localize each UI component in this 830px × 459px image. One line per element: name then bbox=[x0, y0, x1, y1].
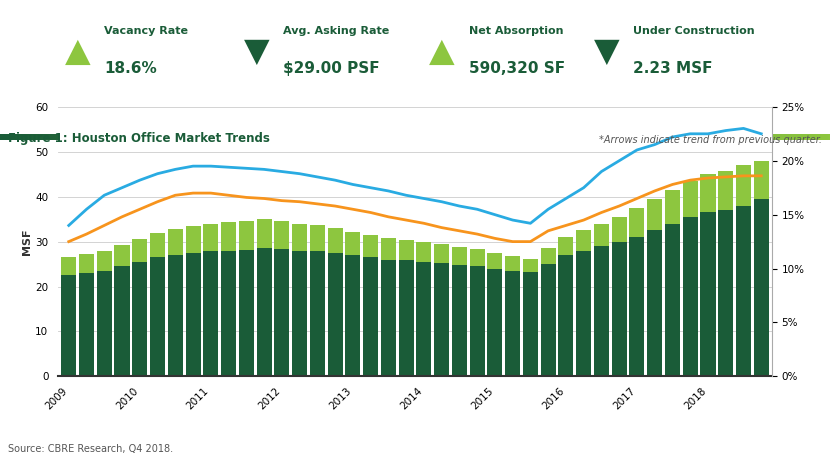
Bar bbox=[274, 249, 290, 376]
Text: Under Construction: Under Construction bbox=[632, 26, 754, 36]
Bar bbox=[523, 272, 538, 376]
Bar bbox=[221, 251, 236, 376]
Bar bbox=[363, 235, 378, 257]
Bar bbox=[168, 255, 183, 376]
Bar bbox=[345, 232, 360, 255]
Bar bbox=[540, 248, 556, 264]
Bar bbox=[363, 257, 378, 376]
Bar bbox=[487, 269, 502, 376]
Bar bbox=[381, 260, 396, 376]
Bar bbox=[470, 249, 485, 266]
Bar bbox=[470, 266, 485, 376]
Bar bbox=[754, 161, 769, 199]
Text: ▲: ▲ bbox=[429, 35, 455, 68]
Bar bbox=[221, 222, 236, 251]
Bar bbox=[203, 224, 218, 252]
Text: $29.00 PSF: $29.00 PSF bbox=[283, 61, 379, 76]
Bar bbox=[292, 251, 307, 376]
Bar bbox=[150, 233, 165, 257]
Bar bbox=[417, 262, 432, 376]
Text: Avg. Asking Rate: Avg. Asking Rate bbox=[283, 26, 389, 36]
Bar bbox=[594, 246, 609, 376]
Bar bbox=[487, 253, 502, 269]
Bar bbox=[398, 240, 413, 260]
Bar bbox=[629, 208, 645, 237]
Bar bbox=[540, 264, 556, 376]
Bar bbox=[559, 237, 574, 255]
Bar bbox=[594, 224, 609, 246]
Bar bbox=[256, 248, 271, 376]
Text: 18.6%: 18.6% bbox=[105, 61, 157, 76]
Bar bbox=[61, 275, 76, 376]
Bar bbox=[97, 271, 112, 376]
Bar bbox=[97, 251, 112, 271]
Bar bbox=[79, 254, 94, 273]
Bar bbox=[576, 230, 591, 251]
Bar bbox=[665, 190, 680, 224]
Bar bbox=[452, 265, 467, 376]
Bar bbox=[381, 238, 396, 260]
Bar bbox=[612, 217, 627, 241]
Bar bbox=[185, 253, 201, 376]
Bar bbox=[523, 259, 538, 272]
Bar bbox=[239, 221, 254, 250]
Text: ▼: ▼ bbox=[244, 35, 269, 68]
Bar bbox=[736, 165, 751, 206]
Bar bbox=[683, 217, 698, 376]
Bar bbox=[754, 199, 769, 376]
Bar bbox=[718, 171, 733, 210]
Bar bbox=[576, 251, 591, 376]
Bar bbox=[115, 266, 129, 376]
Bar bbox=[79, 273, 94, 376]
Text: 590,320 SF: 590,320 SF bbox=[469, 61, 564, 76]
Bar bbox=[434, 263, 449, 376]
Bar bbox=[683, 181, 698, 217]
Text: 2.23 MSF: 2.23 MSF bbox=[632, 61, 712, 76]
Text: ▲: ▲ bbox=[66, 35, 90, 68]
Y-axis label: MSF: MSF bbox=[22, 229, 32, 255]
Bar bbox=[398, 260, 413, 376]
Text: Vacancy Rate: Vacancy Rate bbox=[105, 26, 188, 36]
Text: Source: CBRE Research, Q4 2018.: Source: CBRE Research, Q4 2018. bbox=[8, 444, 173, 454]
Text: *Arrows indicate trend from previous quarter.: *Arrows indicate trend from previous qua… bbox=[598, 134, 822, 145]
Text: Figure 1: Houston Office Market Trends: Figure 1: Houston Office Market Trends bbox=[8, 132, 271, 145]
Bar bbox=[132, 239, 148, 262]
Bar bbox=[701, 174, 715, 213]
Bar bbox=[115, 245, 129, 266]
Bar bbox=[168, 229, 183, 255]
Bar bbox=[328, 228, 343, 253]
Bar bbox=[256, 219, 271, 248]
Bar bbox=[701, 213, 715, 376]
Bar bbox=[203, 252, 218, 376]
Bar bbox=[292, 224, 307, 251]
Bar bbox=[239, 250, 254, 376]
Bar bbox=[665, 224, 680, 376]
Bar bbox=[452, 247, 467, 265]
Bar bbox=[274, 221, 290, 249]
Bar bbox=[647, 230, 662, 376]
Bar bbox=[434, 244, 449, 263]
Bar bbox=[185, 226, 201, 253]
Text: ▼: ▼ bbox=[593, 35, 619, 68]
Bar bbox=[345, 255, 360, 376]
Bar bbox=[736, 206, 751, 376]
Bar bbox=[612, 241, 627, 376]
Bar bbox=[718, 210, 733, 376]
Bar bbox=[310, 225, 325, 252]
Bar bbox=[310, 252, 325, 376]
Bar bbox=[559, 255, 574, 376]
Bar bbox=[505, 271, 520, 376]
Bar bbox=[328, 253, 343, 376]
Bar bbox=[629, 237, 645, 376]
Bar bbox=[505, 257, 520, 271]
Bar bbox=[132, 262, 148, 376]
Bar bbox=[647, 199, 662, 230]
Bar bbox=[61, 257, 76, 275]
Bar bbox=[417, 242, 432, 262]
Bar bbox=[150, 257, 165, 376]
Text: Net Absorption: Net Absorption bbox=[469, 26, 563, 36]
